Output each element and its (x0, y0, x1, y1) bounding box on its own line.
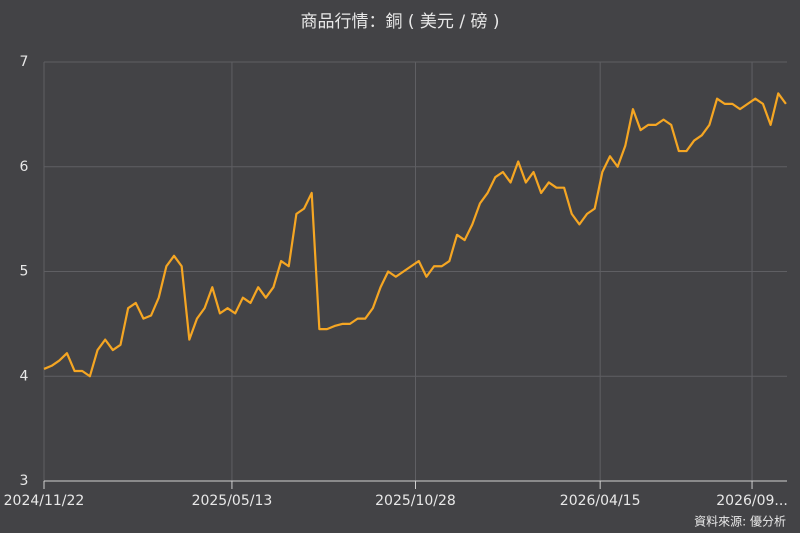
y-tick-label: 3 (20, 473, 29, 489)
x-tick-label: 2026/04/15 (560, 493, 641, 509)
x-tick-label: 2024/11/22 (4, 493, 85, 509)
y-tick-label: 7 (20, 54, 29, 70)
chart-title: 商品行情：銅 ( 美元 / 磅 ) (300, 12, 499, 32)
price-line (43, 92, 787, 378)
y-tick-label: 5 (20, 264, 29, 280)
y-tick-label: 4 (20, 368, 29, 384)
x-tick-label: 2025/10/28 (375, 493, 456, 509)
source-note: 資料來源: 優分析 (694, 515, 786, 529)
x-tick-label: 2026/09... (716, 493, 788, 509)
y-tick-label: 6 (20, 159, 29, 175)
x-tick-label: 2025/05/13 (192, 493, 273, 509)
